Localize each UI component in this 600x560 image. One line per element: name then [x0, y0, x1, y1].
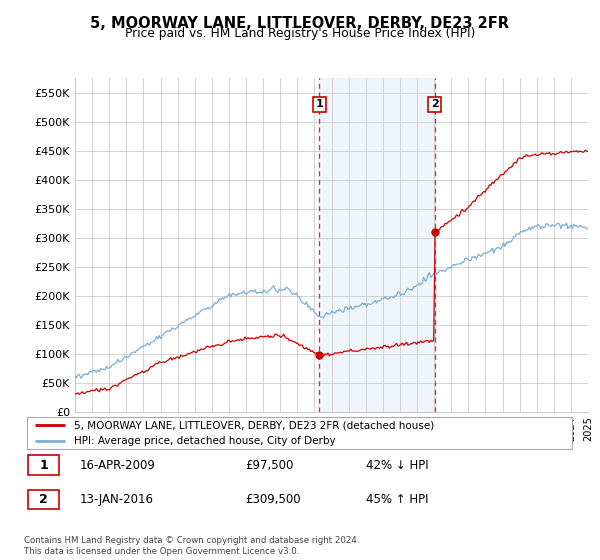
Text: 16-APR-2009: 16-APR-2009: [79, 459, 155, 472]
Text: Price paid vs. HM Land Registry's House Price Index (HPI): Price paid vs. HM Land Registry's House …: [125, 27, 475, 40]
Text: 13-JAN-2016: 13-JAN-2016: [79, 493, 153, 506]
Text: 1: 1: [316, 100, 323, 109]
Text: 2: 2: [431, 100, 439, 109]
Text: 2: 2: [39, 493, 48, 506]
Bar: [319, 78, 435, 412]
FancyBboxPatch shape: [27, 417, 572, 450]
Text: HPI: Average price, detached house, City of Derby: HPI: Average price, detached house, City…: [74, 436, 335, 446]
Text: £309,500: £309,500: [245, 493, 301, 506]
FancyBboxPatch shape: [28, 455, 59, 475]
Text: 45% ↑ HPI: 45% ↑ HPI: [366, 493, 429, 506]
Text: £97,500: £97,500: [245, 459, 293, 472]
Text: 42% ↓ HPI: 42% ↓ HPI: [366, 459, 429, 472]
Text: 1: 1: [39, 459, 48, 472]
Text: 5, MOORWAY LANE, LITTLEOVER, DERBY, DE23 2FR (detached house): 5, MOORWAY LANE, LITTLEOVER, DERBY, DE23…: [74, 421, 434, 431]
Text: 5, MOORWAY LANE, LITTLEOVER, DERBY, DE23 2FR: 5, MOORWAY LANE, LITTLEOVER, DERBY, DE23…: [91, 16, 509, 31]
FancyBboxPatch shape: [28, 489, 59, 510]
Text: Contains HM Land Registry data © Crown copyright and database right 2024.
This d: Contains HM Land Registry data © Crown c…: [24, 536, 359, 556]
